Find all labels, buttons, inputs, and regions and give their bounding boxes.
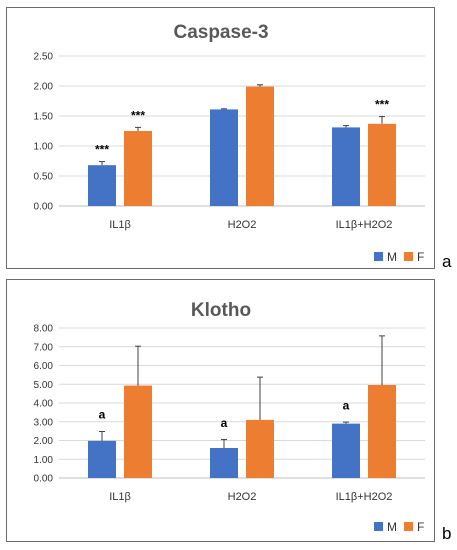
y-tick-label: 8.00 [34, 324, 54, 335]
significance-annotation: a [343, 398, 350, 412]
bar-m [332, 127, 360, 206]
legend-swatch-m [374, 252, 383, 261]
significance-annotation: *** [131, 108, 145, 122]
chart-panel-klotho: Klotho 0.00 1.00 2.00 3.00 4.00 5.00 6.00 7.00 8.… [6, 279, 435, 542]
x-tick-label: H2O2 [228, 219, 257, 231]
bar-f [246, 86, 274, 206]
panel-label-b: b [442, 524, 452, 543]
x-tick-label: IL1β+H2O2 [336, 219, 393, 231]
y-tick-label: 6.00 [34, 361, 54, 372]
y-tick-label: 2.00 [34, 82, 54, 93]
caspase3-chart: Caspase-3 0.00 0.50 1.00 1.50 2.00 2.50 IL1β H2O… [34, 22, 425, 264]
bar-m [88, 165, 116, 206]
legend-swatch-f [404, 522, 413, 531]
y-tick-label: 1.00 [34, 455, 54, 466]
legend-swatch-m [374, 522, 383, 531]
y-tick-label: 1.00 [34, 142, 54, 153]
y-tick-label: 7.00 [34, 342, 54, 353]
bar-f [368, 385, 396, 478]
legend-swatch-f [404, 252, 413, 261]
y-tick-label: 3.00 [34, 417, 54, 428]
chart-title: Klotho [191, 300, 251, 321]
y-tick-label: 2.00 [34, 436, 54, 447]
y-tick-label: 4.00 [34, 399, 54, 410]
bar-m [88, 440, 116, 478]
y-tick-label: 2.50 [34, 52, 54, 63]
significance-annotation: *** [95, 143, 109, 157]
chart-panel-caspase3: Caspase-3 0.00 0.50 1.00 1.50 2.00 2.50 IL1β H2O… [6, 7, 435, 269]
y-tick-label: 0.00 [34, 474, 54, 485]
bar-f [124, 131, 152, 206]
significance-annotation: a [99, 408, 106, 422]
y-tick-label: 5.00 [34, 380, 54, 391]
y-tick-label: 1.50 [34, 112, 54, 123]
bar-f [368, 123, 396, 206]
legend-label-m: M [387, 250, 397, 264]
klotho-chart: Klotho 0.00 1.00 2.00 3.00 4.00 5.00 6.00 7.00 8.… [34, 300, 425, 534]
x-tick-label: H2O2 [228, 491, 257, 503]
x-tick-label: IL1β [109, 491, 131, 503]
legend-label-f: F [417, 250, 424, 264]
x-tick-label: IL1β [109, 219, 131, 231]
significance-annotation: a [221, 416, 228, 430]
significance-annotation: *** [375, 98, 389, 112]
bar-m [210, 448, 238, 478]
x-tick-label: IL1β+H2O2 [336, 491, 393, 503]
y-tick-label: 0.50 [34, 172, 54, 183]
y-tick-label: 0.00 [34, 202, 54, 213]
legend-label-m: M [387, 520, 397, 534]
chart-title: Caspase-3 [173, 22, 268, 43]
bar-m [210, 109, 238, 206]
legend-label-f: F [417, 520, 424, 534]
bar-f [246, 419, 274, 478]
panel-label-a: a [442, 252, 452, 271]
bar-m [332, 423, 360, 478]
bar-f [124, 385, 152, 478]
